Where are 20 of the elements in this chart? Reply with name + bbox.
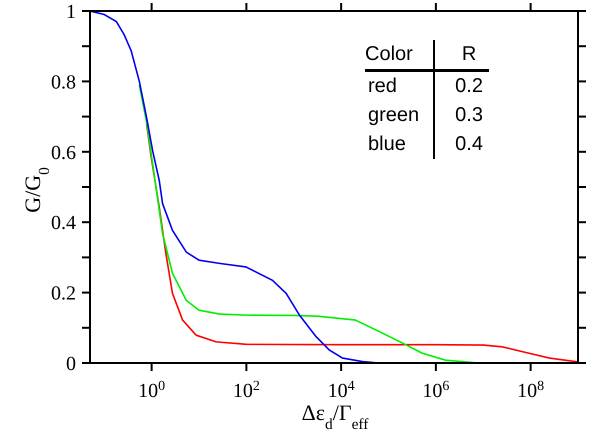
annotation: 0.4: [454, 132, 484, 157]
annotation: 0.2: [454, 74, 484, 99]
x-tick-label: 10$^{6}$: [422, 378, 450, 402]
annotation: 0.3: [454, 103, 484, 128]
annotation: red: [365, 70, 434, 101]
x-tick-label: 10$^{0}$: [138, 378, 166, 402]
x-tick-label: 10$^{8}$: [517, 378, 544, 402]
annotation: Color: [365, 40, 434, 70]
y-tick-label: 0.2: [51, 282, 76, 305]
x-axis-title: Δε$_{d}$/Γ$_{eff}$: [302, 400, 370, 432]
x-tick-label: 10$^{2}$: [232, 378, 260, 402]
y-tick-label: 0.6: [51, 142, 76, 164]
annotation: blue: [365, 130, 434, 159]
annotation: R: [434, 40, 489, 70]
y-tick-label: 1: [66, 1, 76, 23]
y-tick-label: 0.8: [51, 71, 76, 94]
annotation: green: [365, 101, 434, 130]
y-tick-label: 0.4: [51, 212, 76, 234]
y-tick-label: 0: [66, 353, 76, 375]
x-tick-label: 10$^{4}$: [328, 378, 355, 402]
